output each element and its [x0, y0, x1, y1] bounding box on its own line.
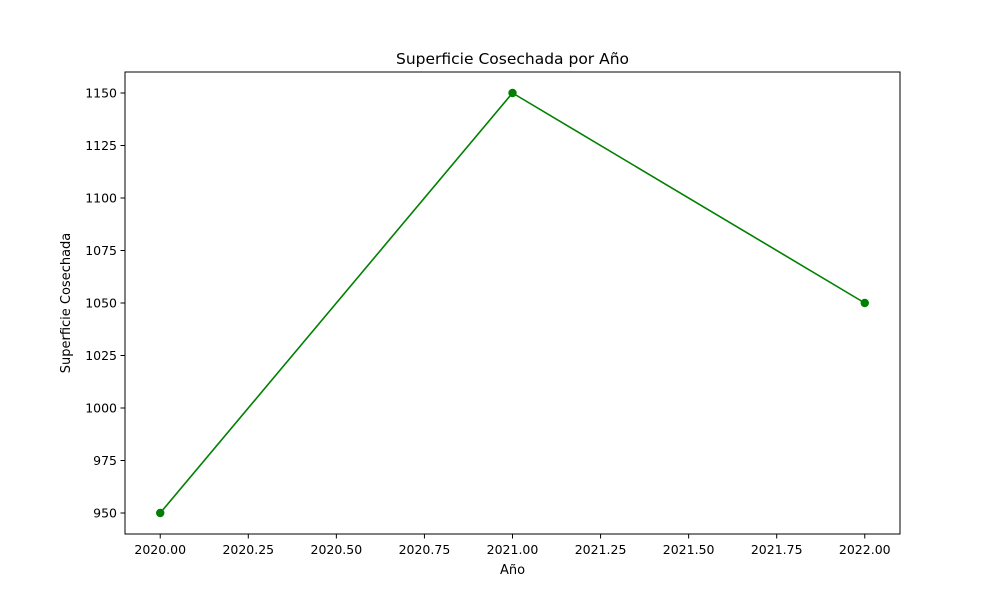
y-tick-label: 975 — [93, 453, 117, 468]
y-tick-label: 1075 — [85, 243, 117, 258]
x-tick-label: 2021.50 — [663, 542, 715, 557]
y-tick-label: 950 — [93, 506, 117, 521]
x-tick-label: 2020.00 — [134, 542, 186, 557]
data-point — [860, 298, 869, 308]
y-tick-label: 1100 — [85, 191, 117, 206]
y-axis-label: Superficie Cosechada — [59, 233, 74, 374]
x-tick-label: 2020.25 — [222, 542, 274, 557]
series-line — [159, 92, 866, 514]
y-tick-label: 1000 — [85, 401, 117, 416]
x-tick-label: 2021.25 — [575, 542, 627, 557]
x-tick-label: 2021.00 — [487, 542, 539, 557]
chart-title: Superficie Cosechada por Año — [396, 50, 629, 68]
x-tick-label: 2021.75 — [751, 542, 803, 557]
x-tick-label: 2022.00 — [839, 542, 891, 557]
plot-area: 2020.00 2020.25 2020.50 2020.75 2021.00 2021.… — [85, 71, 901, 557]
x-axis-label: Año — [500, 563, 525, 578]
y-tick-label: 1050 — [85, 296, 117, 311]
y-tick-label: 1125 — [85, 138, 117, 153]
plot-frame — [124, 71, 901, 535]
data-point — [508, 88, 517, 98]
y-tick-label: 1025 — [85, 348, 117, 363]
x-tick-label: 2020.75 — [399, 542, 451, 557]
x-tick-label: 2020.50 — [311, 542, 363, 557]
data-point — [156, 508, 165, 518]
y-tick-label: 1150 — [85, 86, 117, 101]
